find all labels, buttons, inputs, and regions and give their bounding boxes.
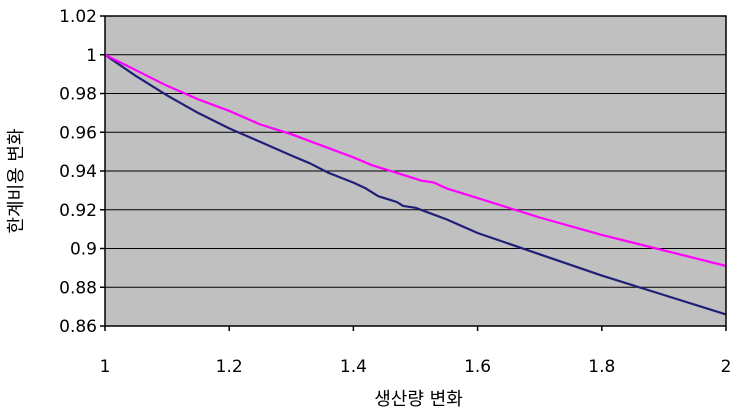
y-tick-label: 0.96 [59, 123, 97, 143]
y-tick-label: 0.9 [70, 240, 97, 260]
y-tick-label: 0.92 [59, 201, 97, 221]
series-line-2 [104, 53, 727, 267]
x-tick-label: 2 [721, 357, 732, 377]
x-tick-label: 1 [100, 357, 111, 377]
y-axis-ticks: 1.02 1 0.98 0.96 0.94 0.92 0.9 0.88 0.86 [59, 7, 105, 337]
y-axis-label: 한계비용 변화 [6, 128, 27, 233]
y-tick-label: 0.88 [59, 278, 97, 298]
x-tick-label: 1.4 [340, 357, 367, 377]
series-layer [104, 53, 727, 316]
y-tick-label: 0.86 [59, 317, 97, 337]
x-axis-label: 생산량 변화 [374, 389, 463, 410]
x-axis-ticks: 1 1.2 1.4 1.6 1.8 2 [100, 326, 732, 377]
y-tick-label: 1.02 [59, 7, 97, 27]
x-tick-label: 1.6 [464, 357, 491, 377]
x-tick-label: 1.2 [216, 357, 243, 377]
y-tick-label: 0.98 [59, 85, 97, 105]
series-line-1 [104, 53, 727, 316]
y-tick-label: 0.94 [59, 162, 97, 182]
x-tick-label: 1.8 [588, 357, 615, 377]
y-tick-label: 1 [86, 46, 97, 66]
